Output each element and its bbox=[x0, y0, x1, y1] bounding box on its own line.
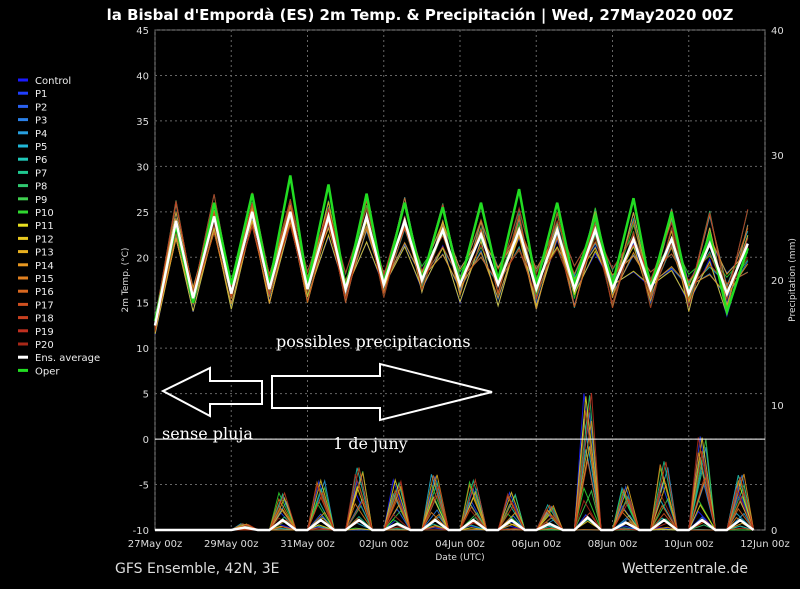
legend-item: P16 bbox=[35, 287, 54, 298]
y-tick-label: 30 bbox=[136, 162, 149, 173]
y-tick-label: 10 bbox=[136, 344, 149, 355]
legend-item: Control bbox=[35, 76, 71, 87]
footer-site: Wetterzentrale.de bbox=[622, 561, 748, 577]
y2-tick-label: 40 bbox=[771, 26, 784, 37]
legend-item: P20 bbox=[35, 340, 54, 351]
legend-item: P18 bbox=[35, 314, 54, 325]
y-tick-label: 5 bbox=[143, 390, 149, 401]
y-axis-left: -10 -5 0 5 10 15 20 25 30 35 40 45 bbox=[133, 26, 149, 537]
average-and-oper-lines bbox=[153, 175, 755, 532]
y-axis-label: 2m Temp. (°C) bbox=[121, 248, 131, 313]
y2-tick-label: 10 bbox=[771, 401, 784, 412]
legend-item: Oper bbox=[35, 366, 60, 377]
legend: Control P1 P2 P3 P4 P5 P6 P7 P8 P9 P10 P11 P12 P13 P14… bbox=[18, 76, 100, 377]
y-tick-label: -10 bbox=[133, 526, 149, 537]
y-tick-label: 20 bbox=[136, 253, 149, 264]
x-axis-label: Date (UTC) bbox=[435, 553, 484, 563]
legend-item: P10 bbox=[35, 208, 54, 219]
oper-temp-line bbox=[153, 175, 749, 322]
legend-item: P12 bbox=[35, 234, 54, 245]
x-tick-label: 04Jun 00z bbox=[435, 539, 485, 550]
arrow-left-shape bbox=[160, 366, 263, 418]
x-tick-label: 31May 00z bbox=[280, 539, 335, 550]
ens-average-temp-line bbox=[153, 211, 749, 326]
chart-title: la Bisbal d'Empordà (ES) 2m Temp. & Prec… bbox=[107, 6, 734, 25]
legend-item: P8 bbox=[35, 182, 47, 193]
member-temp-line bbox=[154, 216, 749, 329]
y-axis-right: 0 10 20 30 40 bbox=[771, 26, 784, 537]
arrow-right-shape bbox=[271, 362, 493, 422]
x-tick-label: 08Jun 00z bbox=[588, 539, 638, 550]
ens-average-precip-line bbox=[155, 515, 755, 532]
legend-item: P17 bbox=[35, 300, 54, 311]
legend-item: P11 bbox=[35, 221, 54, 232]
y-tick-label: -5 bbox=[139, 481, 149, 492]
legend-item: P3 bbox=[35, 116, 47, 127]
legend-item: P2 bbox=[35, 102, 47, 113]
y2-axis-label: Precipitation (mm) bbox=[788, 238, 798, 322]
legend-item: P14 bbox=[35, 261, 54, 272]
legend-item: P7 bbox=[35, 168, 47, 179]
legend-item: P9 bbox=[35, 195, 47, 206]
y-tick-label: 35 bbox=[136, 117, 149, 128]
annotation-1-de-juny: 1 de juny bbox=[333, 434, 408, 453]
y2-tick-label: 0 bbox=[771, 526, 777, 537]
legend-item: P5 bbox=[35, 142, 47, 153]
x-axis: 27May 00z 29May 00z 31May 00z 02Jun 00z 04Ju… bbox=[128, 539, 790, 550]
legend-item: P13 bbox=[35, 248, 54, 259]
y-tick-label: 0 bbox=[143, 435, 149, 446]
x-tick-label: 02Jun 00z bbox=[359, 539, 409, 550]
y2-tick-label: 30 bbox=[771, 151, 784, 162]
legend-item: P4 bbox=[35, 129, 47, 140]
annotation-sense-pluja: sense pluja bbox=[162, 424, 253, 443]
x-tick-label: 12Jun 00z bbox=[740, 539, 790, 550]
y2-tick-label: 20 bbox=[771, 276, 784, 287]
y-tick-label: 40 bbox=[136, 71, 149, 82]
footer-source: GFS Ensemble, 42N, 3E bbox=[115, 561, 280, 577]
annotation-possibles-precipitacions: possibles precipitacions bbox=[276, 332, 471, 351]
x-tick-label: 27May 00z bbox=[128, 539, 183, 550]
x-tick-label: 10Jun 00z bbox=[664, 539, 714, 550]
x-tick-label: 29May 00z bbox=[204, 539, 259, 550]
legend-item: P1 bbox=[35, 89, 47, 100]
legend-item: Ens. average bbox=[35, 353, 100, 364]
y-tick-label: 25 bbox=[136, 208, 149, 219]
y-tick-label: 15 bbox=[136, 299, 149, 310]
legend-item: P15 bbox=[35, 274, 54, 285]
legend-item: P19 bbox=[35, 327, 54, 338]
legend-item: P6 bbox=[35, 155, 47, 166]
y-tick-label: 45 bbox=[136, 26, 149, 37]
x-tick-label: 06Jun 00z bbox=[511, 539, 561, 550]
